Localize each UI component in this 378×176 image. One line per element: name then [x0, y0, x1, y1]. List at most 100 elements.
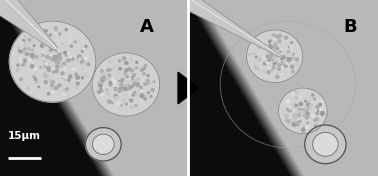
Circle shape	[23, 83, 26, 85]
Circle shape	[285, 115, 288, 118]
Circle shape	[36, 33, 39, 36]
Circle shape	[24, 65, 26, 67]
Circle shape	[79, 38, 81, 40]
Circle shape	[305, 117, 308, 119]
Circle shape	[316, 112, 319, 115]
Circle shape	[153, 81, 155, 82]
Circle shape	[281, 67, 283, 69]
Circle shape	[52, 59, 55, 62]
Circle shape	[70, 45, 73, 48]
Circle shape	[53, 71, 55, 73]
Circle shape	[48, 93, 50, 95]
Circle shape	[273, 52, 274, 53]
Circle shape	[113, 94, 115, 96]
Circle shape	[130, 58, 132, 61]
Circle shape	[28, 62, 31, 64]
Circle shape	[144, 98, 146, 100]
Circle shape	[150, 96, 152, 98]
Circle shape	[310, 115, 314, 118]
Circle shape	[114, 87, 118, 91]
Circle shape	[272, 53, 274, 55]
Circle shape	[320, 100, 323, 103]
Circle shape	[136, 67, 138, 69]
Circle shape	[56, 64, 58, 65]
Circle shape	[269, 68, 271, 70]
Circle shape	[80, 59, 84, 63]
Circle shape	[270, 54, 273, 57]
Circle shape	[305, 100, 307, 102]
Circle shape	[265, 59, 266, 60]
Circle shape	[272, 57, 274, 59]
Circle shape	[69, 32, 72, 34]
Circle shape	[36, 81, 39, 83]
Circle shape	[129, 82, 132, 85]
Circle shape	[297, 107, 300, 109]
Circle shape	[28, 58, 31, 61]
Circle shape	[22, 50, 24, 53]
Circle shape	[68, 40, 70, 42]
Circle shape	[88, 60, 91, 63]
Circle shape	[121, 86, 125, 90]
Circle shape	[67, 59, 70, 62]
Circle shape	[118, 81, 120, 83]
Circle shape	[266, 60, 270, 64]
Circle shape	[141, 100, 143, 102]
Circle shape	[256, 43, 258, 44]
Circle shape	[286, 62, 288, 64]
Circle shape	[125, 85, 127, 87]
Circle shape	[29, 37, 32, 40]
Circle shape	[273, 54, 276, 58]
Circle shape	[130, 86, 133, 88]
Circle shape	[284, 53, 286, 55]
Circle shape	[307, 112, 308, 114]
Circle shape	[56, 70, 58, 72]
Circle shape	[273, 66, 276, 68]
Circle shape	[301, 112, 304, 114]
Circle shape	[292, 115, 296, 118]
Circle shape	[267, 58, 271, 61]
Circle shape	[19, 50, 21, 52]
Circle shape	[100, 90, 104, 93]
Circle shape	[302, 110, 304, 112]
Circle shape	[42, 62, 45, 64]
Circle shape	[123, 86, 127, 89]
Circle shape	[52, 61, 54, 63]
Circle shape	[63, 93, 65, 95]
Circle shape	[115, 109, 116, 111]
Circle shape	[45, 59, 48, 62]
Circle shape	[282, 111, 285, 114]
Circle shape	[127, 88, 130, 91]
Circle shape	[101, 78, 104, 82]
Circle shape	[307, 126, 309, 128]
Circle shape	[132, 93, 134, 95]
Circle shape	[38, 31, 40, 34]
Circle shape	[309, 108, 311, 110]
Circle shape	[272, 52, 276, 55]
Circle shape	[321, 112, 324, 115]
Circle shape	[130, 106, 133, 109]
Circle shape	[81, 50, 84, 52]
Circle shape	[131, 72, 134, 74]
Circle shape	[67, 79, 70, 81]
Circle shape	[81, 68, 83, 70]
Circle shape	[271, 57, 273, 59]
Circle shape	[84, 57, 87, 60]
Circle shape	[121, 78, 124, 81]
Circle shape	[123, 82, 127, 85]
Circle shape	[104, 89, 106, 92]
Circle shape	[51, 58, 54, 61]
Circle shape	[58, 55, 61, 58]
Circle shape	[49, 55, 53, 58]
Circle shape	[55, 70, 58, 73]
Circle shape	[126, 62, 129, 65]
Circle shape	[304, 114, 305, 116]
Circle shape	[51, 61, 54, 63]
Circle shape	[297, 114, 300, 117]
Circle shape	[64, 69, 67, 73]
Circle shape	[265, 57, 267, 59]
Circle shape	[273, 62, 277, 65]
Circle shape	[318, 122, 320, 124]
Circle shape	[265, 76, 266, 77]
Circle shape	[128, 68, 130, 70]
Circle shape	[32, 60, 34, 62]
